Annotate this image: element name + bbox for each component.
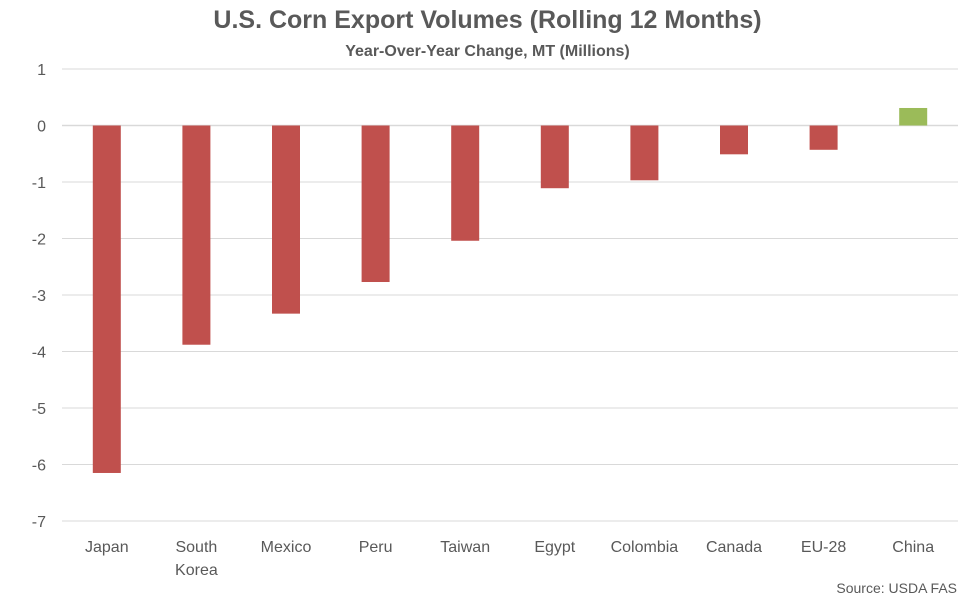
x-tick-label-line: EU-28 [801, 539, 846, 556]
x-tick-label: Egypt [534, 539, 575, 556]
x-tick-label: China [892, 539, 934, 556]
x-tick-label-line: Japan [85, 539, 129, 556]
chart-subtitle: Year-Over-Year Change, MT (Millions) [345, 43, 630, 60]
x-tick-label-line: Mexico [261, 539, 312, 556]
x-tick-label: Mexico [261, 539, 312, 556]
y-tick-label: 1 [37, 62, 46, 79]
y-tick-label: 0 [37, 119, 46, 136]
bar-japan [92, 125, 121, 473]
bar-taiwan [451, 125, 480, 241]
x-tick-label: Canada [706, 539, 762, 556]
y-tick-label: -6 [32, 458, 46, 475]
bar-peru [361, 125, 390, 283]
y-tick-label: -5 [32, 401, 46, 418]
x-tick-label-line: Egypt [534, 539, 575, 556]
x-tick-label: Taiwan [440, 539, 490, 556]
bar-colombia [630, 125, 659, 181]
x-tick-label: Colombia [611, 539, 679, 556]
y-tick-label: -2 [32, 232, 46, 249]
source-note: Source: USDA FAS [836, 580, 957, 596]
x-tick-label-line: Korea [175, 562, 218, 579]
y-tick-label: -7 [32, 514, 46, 531]
bar-mexico [272, 125, 300, 314]
bar-egypt [540, 125, 569, 189]
x-tick-label: Peru [359, 539, 393, 556]
bar-china [899, 107, 928, 126]
x-tick-label-line: Colombia [611, 539, 679, 556]
x-tick-label: South Korea [175, 539, 218, 579]
y-tick-label: -1 [32, 175, 46, 192]
x-tick-label: EU-28 [801, 539, 846, 556]
x-tick-label-line: Canada [706, 539, 762, 556]
x-tick-label-line: Peru [359, 539, 393, 556]
bar-canada [720, 125, 748, 155]
chart-title: U.S. Corn Export Volumes (Rolling 12 Mon… [213, 6, 762, 34]
x-tick-label-line: China [892, 539, 934, 556]
bar-south-korea [182, 125, 211, 345]
x-tick-label-line: South [175, 539, 217, 556]
x-tick-label: Japan [85, 539, 129, 556]
y-tick-label: -3 [32, 288, 46, 305]
x-tick-label-line: Taiwan [440, 539, 490, 556]
y-tick-label: -4 [32, 345, 46, 362]
bar-eu-28 [809, 125, 838, 150]
